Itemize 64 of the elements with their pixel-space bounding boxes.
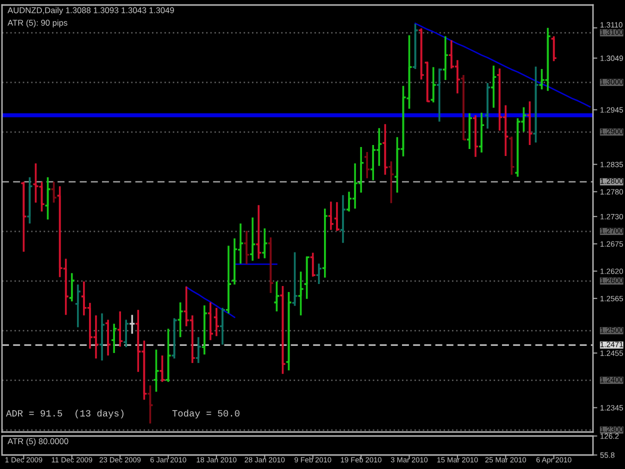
candlestick: [128, 314, 136, 335]
candlestick: [550, 35, 558, 62]
candlestick: [225, 244, 232, 314]
candlestick: [146, 384, 154, 424]
candlestick: [20, 180, 28, 253]
candlestick: [98, 312, 106, 362]
candlestick: [116, 310, 124, 348]
candlestick: [315, 262, 322, 285]
candlestick: [122, 318, 130, 348]
candlestick: [110, 322, 118, 354]
candlestick: [213, 306, 220, 338]
candlestick: [297, 270, 304, 316]
candlestick: [436, 68, 443, 123]
candlestick: [364, 151, 371, 180]
candlestick: [152, 348, 160, 393]
candlestick: [68, 272, 76, 302]
candlestick: [340, 194, 346, 244]
candlestick: [164, 328, 172, 383]
candlestick: [382, 123, 389, 176]
candlestick: [74, 284, 82, 328]
candlestick: [334, 201, 340, 232]
candlestick: [321, 208, 328, 278]
candlestick: [430, 66, 437, 104]
candlestick: [285, 291, 292, 372]
candlestick: [466, 112, 473, 150]
candlestick: [261, 228, 268, 260]
candlestick: [291, 251, 298, 307]
candlestick: [26, 176, 34, 224]
candlestick: [388, 160, 395, 204]
candlestick: [176, 302, 184, 338]
candlestick: [104, 318, 112, 356]
candlestick: [472, 114, 479, 158]
candlestick: [207, 302, 214, 342]
candlestick: [328, 200, 334, 231]
candlestick: [249, 216, 256, 262]
chart-title: AUDNZD,Daily 1.3088 1.3093 1.3043 1.3049: [8, 7, 174, 15]
candlestick: [526, 100, 534, 146]
candlestick: [460, 74, 467, 141]
candlestick: [194, 336, 202, 364]
candlestick: [279, 285, 286, 375]
candlestick: [309, 252, 316, 278]
candlestick: [490, 64, 498, 109]
candlestick: [267, 236, 274, 294]
candlestick: [243, 230, 250, 266]
text: ATR (5): 90 pips: [8, 20, 68, 28]
candlestick: [484, 82, 492, 130]
candlestick: [478, 112, 485, 154]
annotation: Today = 50.0: [172, 410, 240, 418]
candlestick: [50, 180, 58, 204]
candlestick: [412, 22, 419, 70]
candlestick: [44, 176, 52, 220]
annotation: ADR = 91.5 (13 days): [6, 410, 124, 418]
candlestick: [418, 27, 425, 80]
line-series: [414, 22, 591, 108]
candlestick: [508, 136, 516, 176]
candlestick: [170, 317, 178, 360]
candlestick: [532, 66, 540, 144]
candlestick: [442, 35, 449, 81]
chart-title: ATR (5) 80.0000: [8, 438, 68, 446]
candlestick: [219, 306, 226, 346]
candlestick: [200, 304, 208, 356]
candlestick: [255, 204, 262, 260]
candlestick: [158, 354, 166, 383]
candlestick: [273, 280, 280, 312]
